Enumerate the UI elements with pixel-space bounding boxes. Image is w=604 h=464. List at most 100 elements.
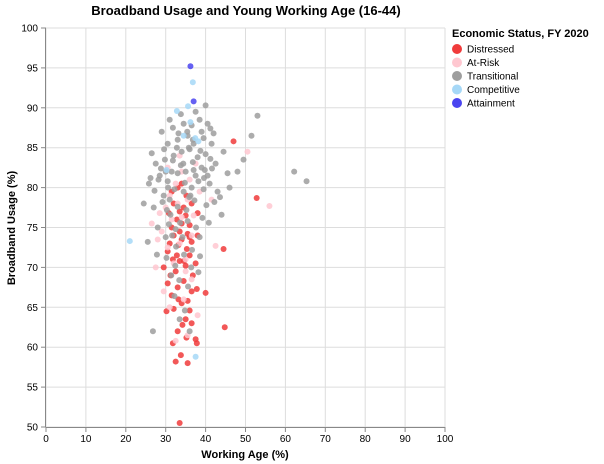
point-distressed — [160, 264, 167, 271]
legend-item-distressed: Distressed — [452, 44, 514, 56]
point-transitional — [177, 111, 184, 118]
point-distressed — [186, 252, 193, 259]
point-transitional — [164, 178, 171, 185]
point-at-risk — [180, 296, 187, 303]
point-transitional — [150, 204, 157, 211]
point-transitional — [155, 176, 162, 183]
point-transitional — [186, 194, 193, 201]
legend-item-at-risk: At-Risk — [452, 57, 500, 69]
point-transitional — [168, 272, 175, 279]
point-at-risk — [168, 216, 175, 223]
point-transitional — [192, 172, 199, 179]
point-transitional — [203, 202, 210, 209]
point-transitional — [200, 135, 207, 142]
point-distressed — [174, 284, 181, 291]
legend-item-attainment: Attainment — [452, 98, 515, 110]
point-transitional — [220, 148, 227, 155]
y-axis: 50 55 60 65 70 75 80 85 90 95 100 — [21, 24, 46, 434]
point-transitional — [174, 170, 181, 177]
point-distressed — [193, 285, 200, 292]
point-transitional — [168, 168, 175, 175]
y-tick-label: 90 — [27, 103, 39, 114]
grid — [45, 27, 446, 428]
point-transitional — [196, 116, 203, 123]
point-distressed — [253, 194, 260, 201]
point-distressed — [188, 288, 195, 295]
point-transitional — [147, 175, 154, 182]
point-competitive — [192, 353, 199, 360]
point-transitional — [196, 234, 203, 241]
point-transitional — [174, 136, 181, 143]
point-at-risk — [182, 268, 189, 275]
legend: Economic Status, FY 2020 Distressed At-Ri… — [452, 28, 589, 110]
point-at-risk — [266, 202, 273, 209]
point-transitional — [192, 108, 199, 115]
point-transitional — [212, 160, 219, 167]
y-tick-label: 60 — [27, 343, 39, 354]
y-tick-label: 50 — [27, 423, 39, 434]
point-transitional — [185, 283, 192, 290]
point-distressed — [176, 258, 183, 265]
point-transitional — [178, 148, 185, 155]
point-transitional — [185, 144, 192, 151]
point-competitive — [180, 132, 187, 139]
point-transitional — [171, 186, 178, 193]
point-transitional — [189, 246, 196, 253]
point-transitional — [172, 226, 179, 233]
point-transitional — [144, 238, 151, 245]
point-transitional — [176, 316, 183, 323]
point-transitional — [149, 328, 156, 335]
point-transitional — [204, 120, 211, 127]
point-transitional — [145, 180, 152, 187]
point-at-risk — [152, 264, 159, 271]
point-distressed — [176, 208, 183, 215]
y-tick-label: 100 — [21, 24, 38, 35]
point-distressed — [188, 238, 195, 245]
point-transitional — [224, 170, 231, 177]
legend-title: Economic Status, FY 2020 — [452, 28, 589, 40]
point-at-risk — [188, 276, 195, 283]
point-transitional — [195, 269, 202, 276]
point-transitional — [210, 130, 217, 137]
point-transitional — [175, 130, 182, 137]
point-transitional — [207, 155, 214, 162]
point-transitional — [161, 146, 168, 153]
point-transitional — [188, 184, 195, 191]
x-tick-label: 70 — [320, 434, 332, 445]
x-tick-label: 0 — [43, 434, 49, 445]
point-distressed — [179, 321, 186, 328]
point-transitional — [195, 178, 202, 185]
point-transitional — [240, 156, 247, 163]
y-tick-label: 70 — [27, 263, 39, 274]
point-at-risk — [186, 176, 193, 183]
x-tick-label: 80 — [360, 434, 372, 445]
point-competitive — [195, 138, 202, 145]
point-distressed — [183, 246, 190, 253]
point-transitional — [161, 156, 168, 163]
point-transitional — [202, 151, 209, 158]
point-at-risk — [164, 244, 171, 251]
plot-area: 0 10 20 30 40 50 60 70 80 90 100 50 55 60 65 70 75 80 85 9… — [21, 24, 453, 446]
point-at-risk — [154, 236, 161, 243]
point-transitional — [184, 218, 191, 225]
point-transitional — [234, 168, 241, 175]
point-transitional — [202, 102, 209, 109]
legend-label: Competitive — [467, 85, 520, 96]
point-transitional — [151, 187, 158, 194]
point-transitional — [190, 167, 197, 174]
point-at-risk — [244, 148, 251, 155]
y-tick-label: 65 — [27, 303, 39, 314]
point-transitional — [181, 251, 188, 258]
point-distressed — [192, 260, 199, 267]
point-transitional — [205, 219, 212, 226]
point-transitional — [158, 128, 165, 135]
legend-swatch — [452, 98, 462, 108]
point-distressed — [172, 268, 179, 275]
point-transitional — [173, 144, 180, 151]
point-transitional — [208, 165, 215, 172]
point-at-risk — [160, 288, 167, 295]
point-transitional — [184, 128, 191, 135]
point-transitional — [200, 186, 207, 193]
point-transitional — [201, 175, 208, 182]
point-distressed — [186, 307, 193, 314]
